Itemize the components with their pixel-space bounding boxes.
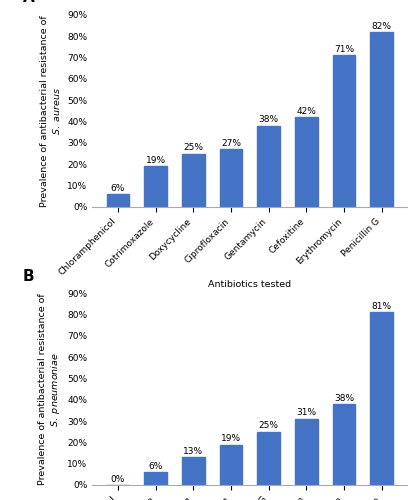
Bar (333, 404, 355, 485)
Bar (107, 194, 129, 207)
Text: A: A (23, 0, 35, 6)
Text: 81%: 81% (372, 302, 392, 311)
Bar (144, 166, 167, 207)
Text: 38%: 38% (334, 394, 354, 402)
Bar (257, 432, 280, 485)
Text: 25%: 25% (259, 421, 279, 430)
Bar (257, 126, 280, 207)
Text: 27%: 27% (221, 139, 241, 148)
Text: 6%: 6% (149, 462, 163, 470)
Bar (295, 118, 318, 207)
Bar (182, 458, 205, 485)
Bar (182, 154, 205, 207)
Text: 42%: 42% (297, 107, 316, 116)
Text: 6%: 6% (111, 184, 125, 192)
Text: 0%: 0% (111, 474, 125, 484)
Text: 19%: 19% (146, 156, 166, 165)
Bar (333, 56, 355, 207)
Bar (144, 472, 167, 485)
Bar (220, 150, 242, 207)
Text: 38%: 38% (259, 116, 279, 124)
Bar (370, 32, 393, 207)
Y-axis label: Prevalence of antibacterial resistance of
$\it{S.\ aureus}$: Prevalence of antibacterial resistance o… (40, 15, 62, 207)
Bar (370, 312, 393, 485)
Text: 82%: 82% (372, 22, 392, 30)
Text: 25%: 25% (184, 143, 203, 152)
Bar (220, 444, 242, 485)
Bar (295, 419, 318, 485)
Text: 71%: 71% (334, 45, 354, 54)
X-axis label: Antibiotics tested: Antibiotics tested (208, 280, 291, 289)
Text: 31%: 31% (297, 408, 317, 418)
Text: B: B (23, 268, 35, 283)
Y-axis label: Prevalence of antibacterial resistance of
$\it{S.\ pneumoniae}$: Prevalence of antibacterial resistance o… (38, 293, 62, 485)
Text: 13%: 13% (183, 447, 203, 456)
Text: 19%: 19% (221, 434, 241, 443)
